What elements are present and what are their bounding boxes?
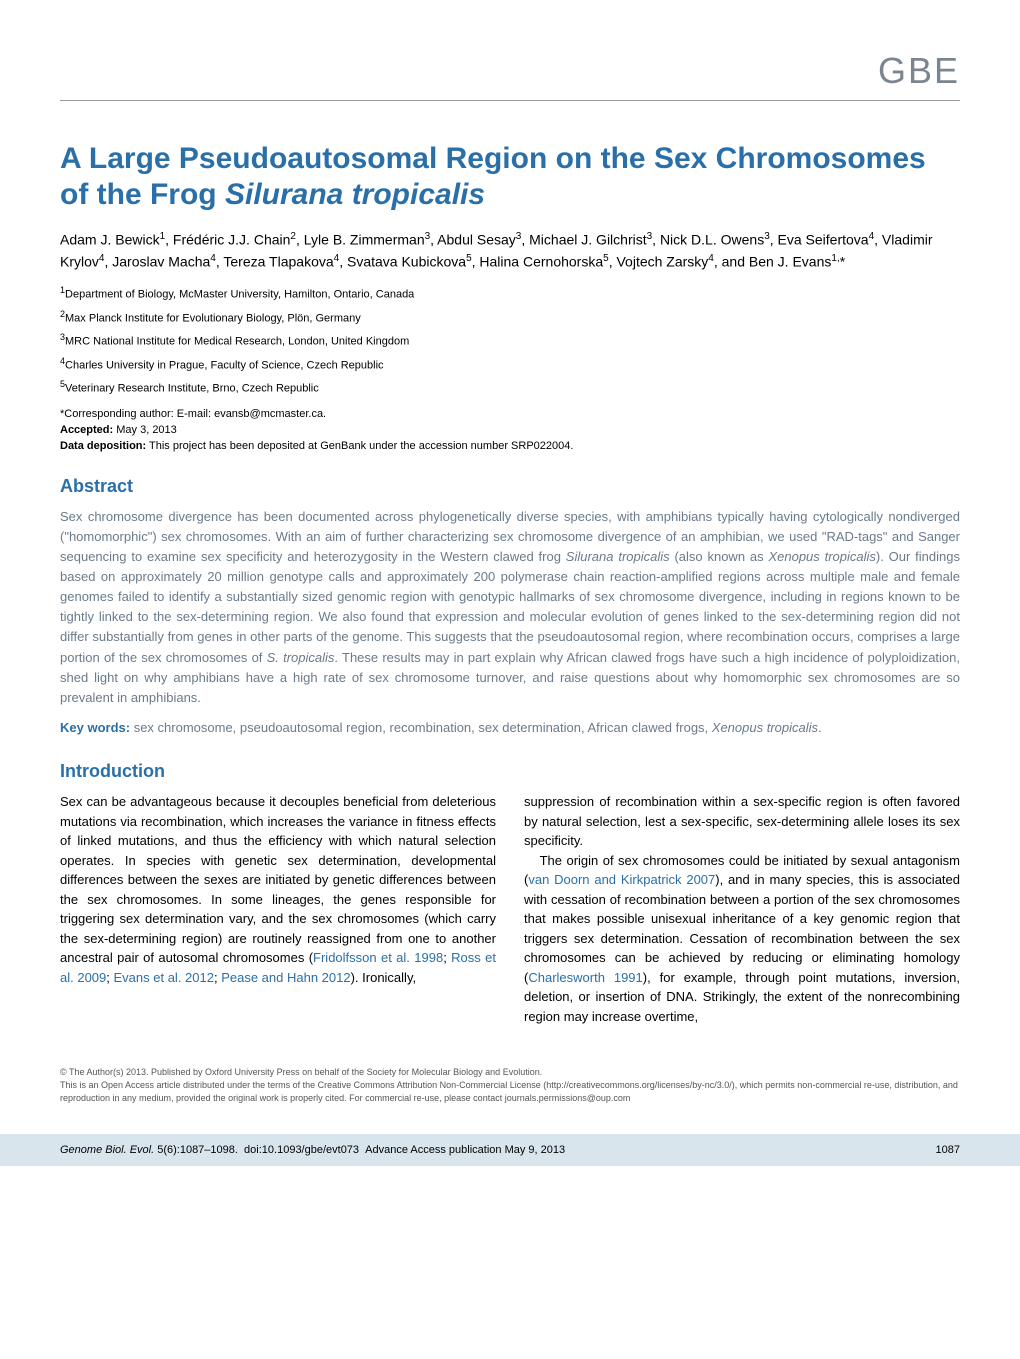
introduction-columns: Sex can be advantageous because it decou… [60, 792, 960, 1026]
footer-bar: Genome Biol. Evol. 5(6):1087–1098. doi:1… [0, 1134, 1020, 1166]
affiliations-block: 1Department of Biology, McMaster Univers… [60, 282, 960, 399]
intro-col-left: Sex can be advantageous because it decou… [60, 792, 496, 1026]
authors-list: Adam J. Bewick1, Frédéric J.J. Chain2, L… [60, 229, 960, 272]
abstract-heading: Abstract [60, 476, 960, 497]
keywords-line: Key words: sex chromosome, pseudoautosom… [60, 718, 960, 738]
keywords-label: Key words: [60, 720, 130, 735]
deposition-value: This project has been deposited at GenBa… [149, 440, 573, 452]
accepted-line: Accepted: May 3, 2013 [60, 424, 960, 436]
accepted-value: May 3, 2013 [116, 424, 177, 436]
license-line-2: This is an Open Access article distribut… [60, 1079, 960, 1104]
license-block: © The Author(s) 2013. Published by Oxfor… [60, 1066, 960, 1104]
license-line-1: © The Author(s) 2013. Published by Oxfor… [60, 1066, 960, 1079]
data-deposition-line: Data deposition: This project has been d… [60, 440, 960, 452]
keywords-text: sex chromosome, pseudoautosomal region, … [134, 720, 822, 735]
corresponding-author: *Corresponding author: E-mail: evansb@mc… [60, 408, 960, 420]
journal-abbrev: GBE [60, 50, 960, 92]
footer-page-number: 1087 [936, 1144, 960, 1156]
affiliation-3: 3MRC National Institute for Medical Rese… [60, 329, 960, 352]
article-title: A Large Pseudoautosomal Region on the Se… [60, 141, 960, 213]
intro-col-right: suppression of recombination within a se… [524, 792, 960, 1026]
affiliation-5: 5Veterinary Research Institute, Brno, Cz… [60, 376, 960, 399]
affiliation-4: 4Charles University in Prague, Faculty o… [60, 353, 960, 376]
deposition-label: Data deposition: [60, 440, 146, 452]
abstract-text: Sex chromosome divergence has been docum… [60, 507, 960, 708]
affiliation-1: 1Department of Biology, McMaster Univers… [60, 282, 960, 305]
affiliation-2: 2Max Planck Institute for Evolutionary B… [60, 306, 960, 329]
accepted-label: Accepted: [60, 424, 113, 436]
introduction-heading: Introduction [60, 761, 960, 782]
footer-citation: Genome Biol. Evol. 5(6):1087–1098. doi:1… [60, 1144, 565, 1156]
rule-top [60, 100, 960, 101]
